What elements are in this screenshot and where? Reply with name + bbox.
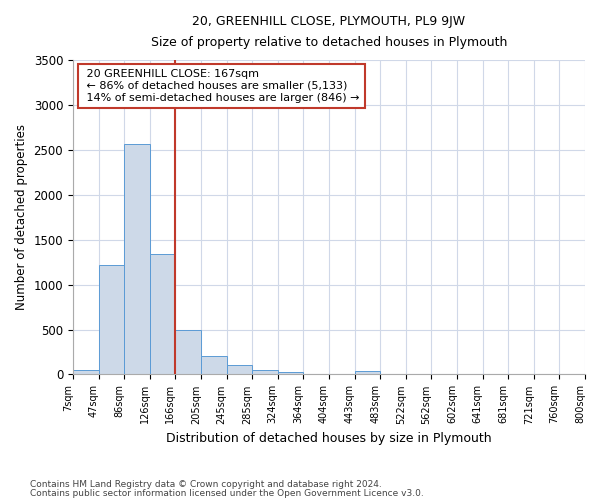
Text: 20 GREENHILL CLOSE: 167sqm
 ← 86% of detached houses are smaller (5,133)
 14% of: 20 GREENHILL CLOSE: 167sqm ← 86% of deta… bbox=[83, 70, 359, 102]
Bar bbox=[278, 372, 304, 374]
Text: Contains HM Land Registry data © Crown copyright and database right 2024.: Contains HM Land Registry data © Crown c… bbox=[30, 480, 382, 489]
Y-axis label: Number of detached properties: Number of detached properties bbox=[15, 124, 28, 310]
Bar bbox=[201, 356, 227, 374]
Bar bbox=[150, 254, 175, 374]
Bar bbox=[252, 370, 278, 374]
Bar bbox=[98, 265, 124, 374]
Bar bbox=[175, 330, 201, 374]
X-axis label: Distribution of detached houses by size in Plymouth: Distribution of detached houses by size … bbox=[166, 432, 492, 445]
Bar bbox=[73, 370, 98, 374]
Bar bbox=[355, 371, 380, 374]
Title: 20, GREENHILL CLOSE, PLYMOUTH, PL9 9JW
Size of property relative to detached hou: 20, GREENHILL CLOSE, PLYMOUTH, PL9 9JW S… bbox=[151, 15, 507, 49]
Text: Contains public sector information licensed under the Open Government Licence v3: Contains public sector information licen… bbox=[30, 489, 424, 498]
Bar bbox=[227, 366, 252, 374]
Bar bbox=[124, 144, 150, 374]
